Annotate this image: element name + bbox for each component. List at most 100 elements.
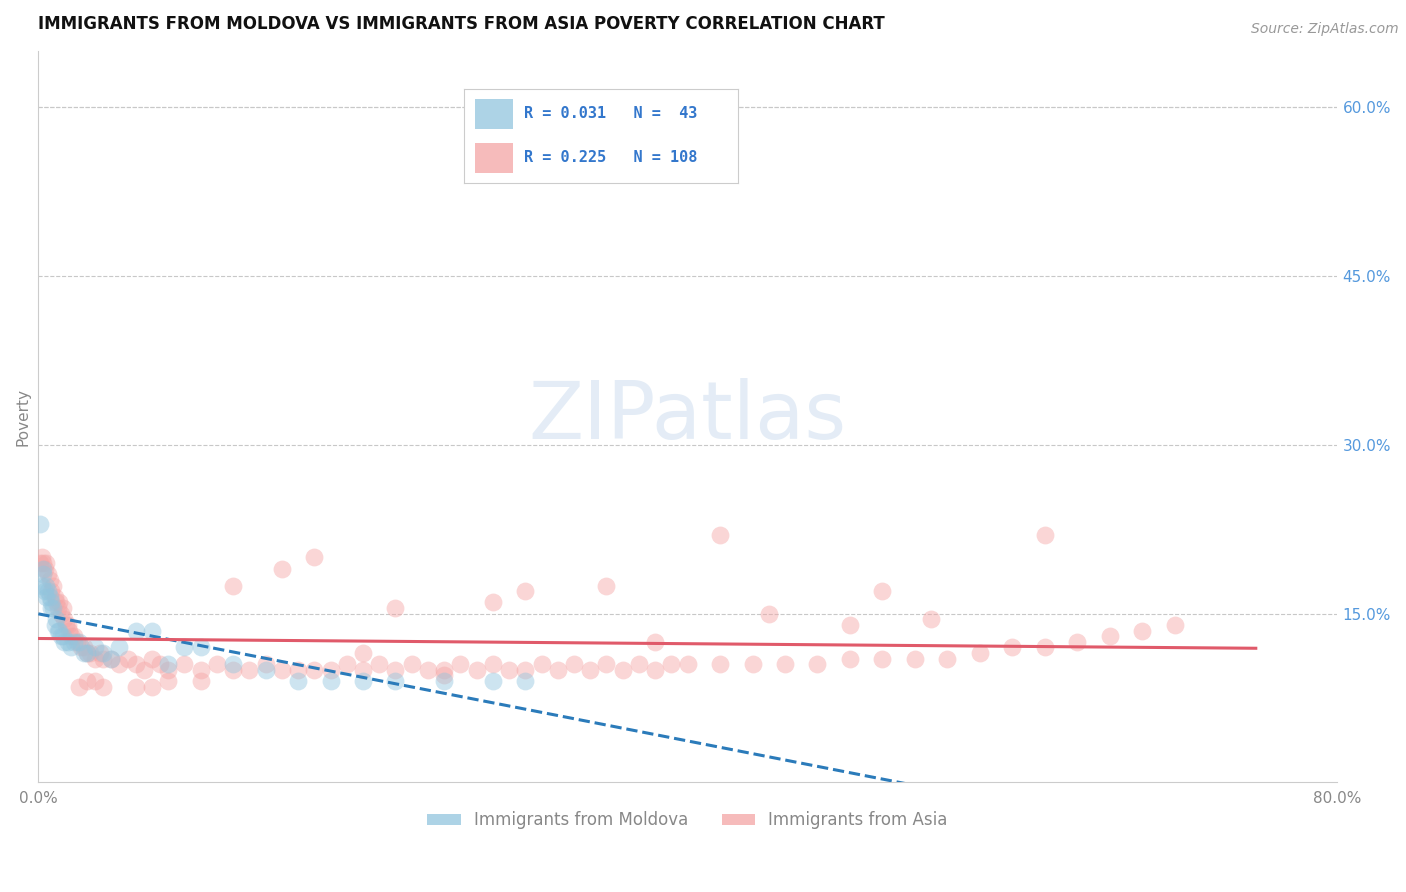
Point [46, 601, 69, 615]
Bar [475, 98, 513, 129]
Point [49, 629, 72, 643]
Point [132, 663, 155, 677]
Point [32, 567, 55, 582]
Point [37, 584, 59, 599]
Point [627, 657, 650, 672]
Point [595, 578, 617, 592]
Text: Source: ZipAtlas.com: Source: ZipAtlas.com [1251, 22, 1399, 37]
Point [32, 556, 55, 570]
Point [125, 657, 148, 672]
Point [41, 595, 63, 609]
Point [66, 634, 89, 648]
Point [579, 663, 602, 677]
Point [173, 640, 195, 655]
Point [28, 556, 51, 570]
Point [63, 634, 86, 648]
Point [52, 629, 75, 643]
Point [304, 663, 326, 677]
Point [709, 528, 731, 542]
Point [352, 674, 374, 689]
Point [49, 607, 72, 621]
Point [91, 680, 114, 694]
Point [872, 584, 894, 599]
Text: IMMIGRANTS FROM MOLDOVA VS IMMIGRANTS FROM ASIA POVERTY CORRELATION CHART: IMMIGRANTS FROM MOLDOVA VS IMMIGRANTS FR… [38, 15, 886, 33]
Text: ZIPatlas: ZIPatlas [529, 378, 846, 456]
Point [270, 561, 292, 575]
Point [34, 584, 56, 599]
Point [773, 657, 796, 672]
Point [644, 634, 666, 648]
Point [839, 651, 862, 665]
Point [141, 624, 163, 638]
Point [1098, 629, 1121, 643]
Point [806, 657, 828, 672]
Point [173, 657, 195, 672]
Point [482, 595, 505, 609]
Point [35, 590, 58, 604]
Point [676, 657, 699, 672]
Point [76, 646, 98, 660]
Point [368, 657, 391, 672]
Point [190, 640, 212, 655]
Point [73, 646, 96, 660]
Point [56, 634, 79, 648]
Point [108, 657, 131, 672]
Point [157, 674, 180, 689]
Point [58, 624, 80, 638]
Point [969, 646, 991, 660]
Point [46, 624, 69, 638]
Point [89, 646, 111, 660]
Point [35, 578, 58, 592]
Point [352, 663, 374, 677]
Point [100, 651, 122, 665]
Point [384, 674, 406, 689]
Point [42, 578, 65, 592]
Point [141, 651, 163, 665]
Point [73, 640, 96, 655]
Point [190, 674, 212, 689]
Point [287, 674, 309, 689]
Point [319, 674, 342, 689]
Point [482, 657, 505, 672]
Point [465, 663, 488, 677]
Point [384, 601, 406, 615]
Point [205, 657, 228, 672]
Point [433, 663, 456, 677]
Point [515, 584, 537, 599]
Text: R = 0.031   N =  43: R = 0.031 N = 43 [524, 106, 697, 121]
Point [222, 663, 245, 677]
Point [254, 657, 277, 672]
Legend: Immigrants from Moldova, Immigrants from Asia: Immigrants from Moldova, Immigrants from… [420, 805, 955, 836]
Point [515, 674, 537, 689]
Point [1163, 618, 1185, 632]
Point [1033, 528, 1056, 542]
Point [35, 556, 58, 570]
Point [149, 657, 172, 672]
Point [433, 674, 456, 689]
Point [84, 674, 107, 689]
Point [1066, 634, 1088, 648]
Point [55, 618, 77, 632]
Point [336, 657, 359, 672]
Point [125, 624, 148, 638]
Point [59, 640, 82, 655]
Point [117, 651, 139, 665]
Point [157, 657, 180, 672]
Point [84, 651, 107, 665]
Point [741, 657, 763, 672]
Point [31, 550, 53, 565]
Point [515, 663, 537, 677]
Point [238, 663, 260, 677]
Point [63, 629, 86, 643]
Point [595, 657, 617, 672]
Point [45, 612, 67, 626]
Point [498, 663, 520, 677]
Point [270, 663, 292, 677]
Bar [475, 143, 513, 173]
Point [31, 578, 53, 592]
Point [79, 646, 101, 660]
Point [319, 663, 342, 677]
Point [76, 646, 98, 660]
Point [84, 640, 107, 655]
Point [141, 680, 163, 694]
